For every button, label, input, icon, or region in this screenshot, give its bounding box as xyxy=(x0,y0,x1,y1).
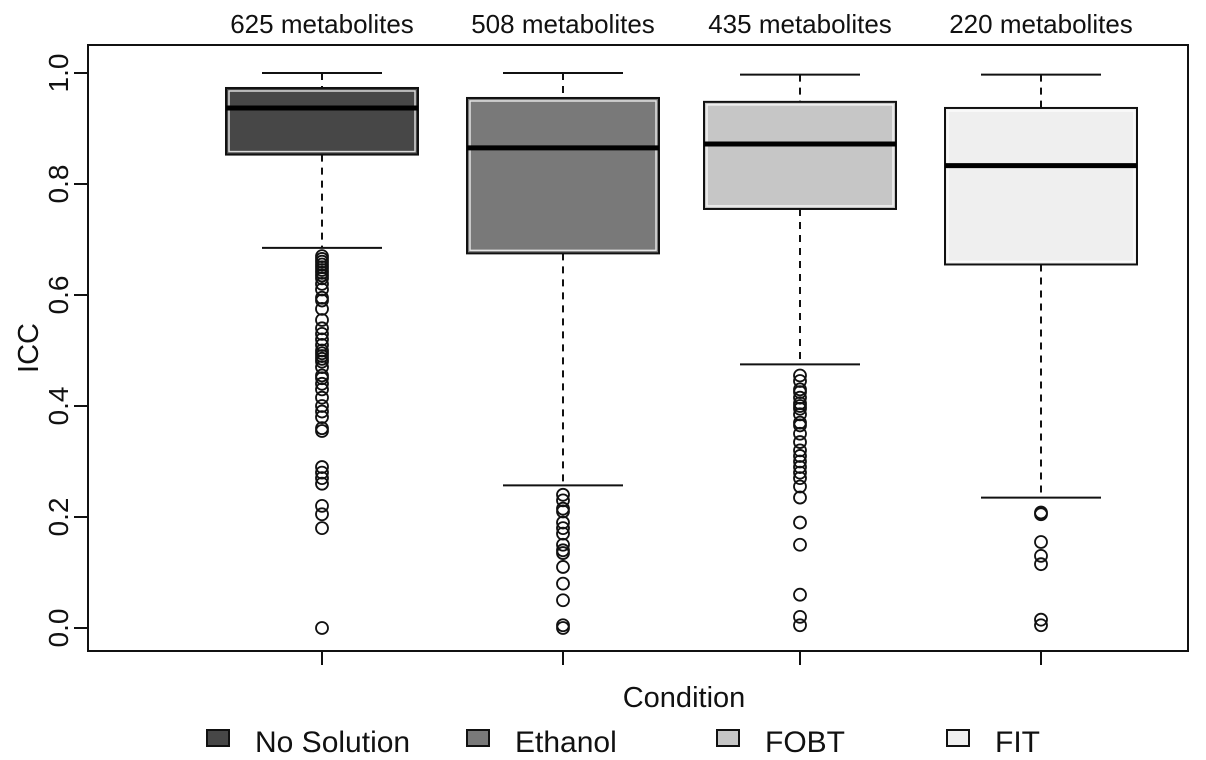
outlier-point xyxy=(315,276,329,291)
outlier-point xyxy=(556,593,570,608)
legend-swatch xyxy=(716,729,740,747)
outlier-point xyxy=(793,449,807,463)
outlier-point xyxy=(793,407,807,422)
outlier-point xyxy=(315,390,329,405)
outlier-point xyxy=(315,293,329,308)
box-inner-border xyxy=(469,100,657,252)
outlier-point xyxy=(556,504,570,519)
legend-label: No Solution xyxy=(255,726,410,759)
outlier-point xyxy=(1034,507,1048,522)
outlier-point xyxy=(556,501,570,516)
plot-frame xyxy=(87,44,1189,652)
box-inner-border xyxy=(947,110,1135,263)
y-tick-label: 0.4 xyxy=(43,387,74,426)
boxes xyxy=(225,72,1138,635)
outlier-point xyxy=(793,587,807,602)
outlier-point xyxy=(556,621,570,635)
outlier-point xyxy=(315,404,329,419)
outlier-point xyxy=(556,576,570,591)
legend-swatch xyxy=(466,729,490,747)
annotation-label: 508 metabolites xyxy=(471,9,655,39)
outlier-point xyxy=(315,382,329,397)
box-group xyxy=(225,72,419,635)
outlier-point xyxy=(793,490,807,505)
y-axis-title: ICC xyxy=(13,323,45,373)
outlier-point xyxy=(315,354,329,369)
outlier-point xyxy=(315,376,329,391)
outlier-point xyxy=(1034,548,1048,563)
outlier-point xyxy=(793,418,807,433)
outlier-point xyxy=(315,282,329,297)
box-iqr xyxy=(944,106,1138,266)
legend: No Solution Ethanol FOBT FIT xyxy=(206,726,1040,759)
outlier-point xyxy=(315,471,329,486)
outlier-point xyxy=(556,487,570,502)
outlier-point xyxy=(793,426,807,441)
outlier-point xyxy=(315,521,329,535)
outlier-point xyxy=(556,526,570,541)
outlier-point xyxy=(793,435,807,449)
legend-label: FOBT xyxy=(765,726,845,759)
outlier-point xyxy=(556,537,570,552)
outlier-point xyxy=(793,401,807,416)
box-iqr xyxy=(225,86,419,156)
legend-swatch xyxy=(206,729,230,747)
annotations: 625 metabolites 508 metabolites 435 metabo… xyxy=(230,9,1133,39)
box-iqr xyxy=(466,96,660,255)
legend-item: Ethanol xyxy=(466,726,617,759)
legend-item: FIT xyxy=(946,726,1040,759)
outlier-point xyxy=(315,313,329,327)
outlier-point xyxy=(556,521,570,535)
legend-item: FOBT xyxy=(716,726,845,759)
outlier-point xyxy=(1034,612,1048,627)
annotation-label: 435 metabolites xyxy=(708,9,892,39)
box-iqr xyxy=(703,100,897,210)
outlier-point xyxy=(315,498,329,513)
box-group xyxy=(703,73,897,633)
outlier-point xyxy=(793,368,807,383)
outlier-point xyxy=(556,618,570,633)
box-inner-border xyxy=(228,90,416,153)
outlier-point xyxy=(793,471,807,486)
outlier-point xyxy=(315,621,329,635)
legend-swatch xyxy=(946,729,970,747)
outlier-point xyxy=(1034,535,1048,549)
y-tick-label: 0.2 xyxy=(43,498,74,537)
outlier-point xyxy=(793,610,807,624)
outlier-point xyxy=(793,515,807,530)
x-axis-title: Condition xyxy=(623,682,746,714)
legend-item: No Solution xyxy=(206,726,410,759)
outlier-point xyxy=(1034,618,1048,633)
outlier-point xyxy=(793,537,807,552)
outlier-point xyxy=(556,546,570,560)
outlier-point xyxy=(315,476,329,491)
y-tick-label: 0.6 xyxy=(43,276,74,315)
y-tick-label: 1.0 xyxy=(43,54,74,93)
outlier-point xyxy=(315,338,329,352)
box-group xyxy=(466,72,660,635)
box-group xyxy=(944,73,1138,633)
outlier-point xyxy=(793,618,807,633)
box-inner-border xyxy=(706,104,894,207)
x-axis xyxy=(321,651,1042,665)
legend-label: FIT xyxy=(995,726,1040,759)
outlier-point xyxy=(793,465,807,480)
legend-label: Ethanol xyxy=(515,726,617,759)
outlier-point xyxy=(556,560,570,574)
outlier-point xyxy=(315,507,329,522)
outlier-point xyxy=(315,424,329,438)
annotation-label: 625 metabolites xyxy=(230,9,414,39)
annotation-label: 220 metabolites xyxy=(949,9,1133,39)
outlier-point xyxy=(1034,557,1048,572)
y-axis: 0.0 0.2 0.4 0.6 0.8 1.0 xyxy=(43,54,88,648)
y-tick-label: 0.8 xyxy=(43,165,74,204)
y-tick-label: 0.0 xyxy=(43,609,74,648)
